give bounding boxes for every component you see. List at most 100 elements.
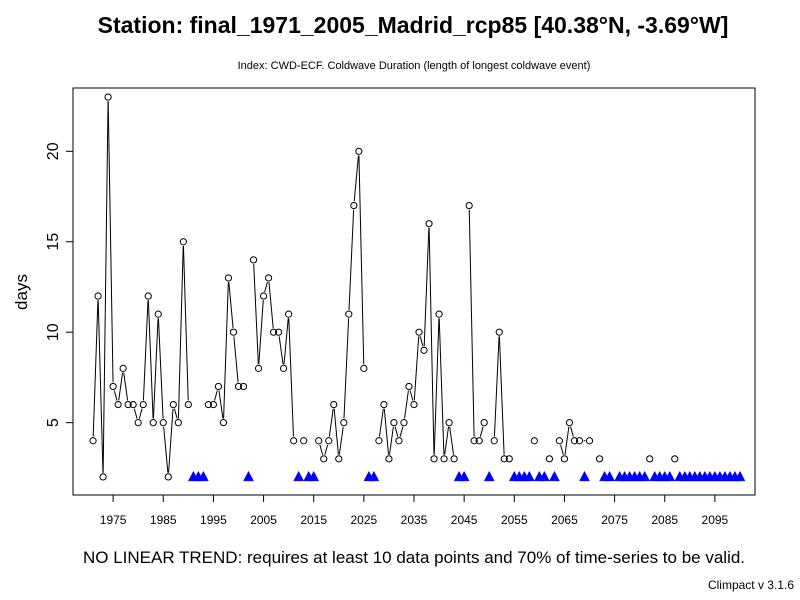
data-point bbox=[545, 455, 553, 463]
y-tick-label: 20 bbox=[45, 142, 62, 160]
series-line-segment bbox=[214, 390, 218, 401]
x-tick-label: 2085 bbox=[651, 513, 678, 527]
series-line-segment bbox=[348, 209, 355, 310]
data-point bbox=[184, 400, 192, 409]
x-tick-label: 2065 bbox=[551, 513, 578, 527]
missing-value-marker bbox=[639, 470, 651, 482]
data-point bbox=[114, 400, 122, 409]
data-point bbox=[390, 419, 398, 427]
data-point bbox=[214, 382, 223, 391]
missing-value-marker bbox=[293, 470, 305, 482]
series-line-segment bbox=[493, 336, 500, 437]
data-point bbox=[400, 419, 408, 427]
x-tick-label: 2045 bbox=[451, 513, 478, 527]
series-line-segment bbox=[278, 336, 284, 365]
data-point bbox=[420, 346, 428, 354]
data-point bbox=[495, 328, 503, 336]
series-line-segment bbox=[283, 318, 289, 365]
data-point bbox=[330, 400, 338, 409]
series-line-segment bbox=[378, 408, 384, 437]
plot-frame bbox=[72, 87, 756, 496]
data-point bbox=[169, 400, 177, 409]
series-line-segment bbox=[258, 300, 264, 365]
series-line-segment bbox=[433, 318, 440, 455]
data-point bbox=[134, 419, 142, 427]
x-axis: 1975 1985 1995 2005 2015 2025 2035 2045 2055 2065… bbox=[100, 494, 729, 527]
data-point bbox=[646, 455, 654, 463]
series-line-segment bbox=[268, 282, 274, 329]
series-line-segment bbox=[383, 408, 390, 455]
series-line-segment bbox=[102, 101, 109, 473]
series-line-segment bbox=[343, 318, 350, 419]
series-line-segment bbox=[479, 426, 484, 437]
series-line-segment bbox=[428, 227, 435, 455]
data-point bbox=[350, 201, 358, 210]
series-line-segment bbox=[138, 408, 143, 419]
series-line-segment bbox=[118, 372, 124, 401]
data-point bbox=[325, 437, 333, 445]
series-line-segment bbox=[338, 426, 344, 455]
data-point bbox=[204, 400, 212, 409]
data-point bbox=[430, 455, 438, 463]
missing-value-marker bbox=[197, 470, 209, 482]
series-line-segment bbox=[438, 318, 445, 455]
data-point bbox=[300, 437, 308, 445]
series-line-segment bbox=[92, 300, 99, 437]
data-point bbox=[405, 382, 413, 391]
data-point bbox=[671, 455, 679, 463]
series-line-segment bbox=[264, 281, 268, 293]
missing-value-marker bbox=[538, 470, 550, 482]
missing-markers bbox=[187, 470, 746, 482]
data-point bbox=[264, 274, 273, 282]
data-point bbox=[269, 328, 278, 336]
data-point bbox=[139, 400, 147, 409]
data-point bbox=[395, 437, 403, 445]
series-line-segment bbox=[123, 372, 129, 401]
data-point bbox=[104, 93, 112, 101]
x-tick-label: 2075 bbox=[601, 513, 628, 527]
data-point bbox=[154, 310, 162, 318]
x-tick-label: 2015 bbox=[300, 513, 327, 527]
series-line-segment bbox=[228, 282, 234, 329]
data-point bbox=[275, 328, 283, 336]
data-point bbox=[345, 310, 353, 318]
x-tick-label: 2055 bbox=[501, 513, 528, 527]
data-point bbox=[450, 455, 458, 463]
data-point bbox=[109, 382, 117, 391]
series-line-segment bbox=[394, 426, 399, 437]
series-line-segment bbox=[173, 408, 178, 419]
series-line-segment bbox=[498, 336, 505, 455]
data-point bbox=[99, 473, 107, 481]
x-tick-label: 1975 bbox=[100, 513, 127, 527]
series-line-segment bbox=[560, 444, 564, 455]
series-line-segment bbox=[570, 426, 574, 437]
x-tick-label: 2025 bbox=[351, 513, 378, 527]
data-point bbox=[335, 455, 343, 463]
x-tick-label: 1985 bbox=[150, 513, 177, 527]
series-line-segment bbox=[419, 336, 424, 347]
y-axis: 5 10 15 20 bbox=[45, 142, 74, 427]
data-point bbox=[224, 274, 233, 282]
x-tick-label: 2095 bbox=[702, 513, 729, 527]
data-point bbox=[560, 455, 569, 463]
data-point bbox=[249, 256, 258, 264]
data-point bbox=[475, 437, 483, 445]
y-tick-label: 5 bbox=[45, 418, 62, 427]
data-point bbox=[595, 455, 604, 463]
data-point bbox=[375, 437, 383, 445]
data-point bbox=[480, 419, 488, 427]
series-line-segment bbox=[413, 336, 420, 401]
data-point bbox=[445, 419, 453, 427]
data-point bbox=[209, 400, 218, 409]
series-lines bbox=[92, 101, 586, 473]
series-line-segment bbox=[218, 390, 224, 419]
series-line-segment bbox=[449, 426, 455, 455]
data-point bbox=[144, 292, 152, 300]
series-line-segment bbox=[444, 426, 450, 455]
data-point bbox=[174, 419, 182, 427]
series-line-segment bbox=[147, 300, 154, 419]
data-point bbox=[490, 437, 498, 445]
data-point bbox=[219, 419, 228, 427]
series-line-segment bbox=[324, 444, 329, 455]
